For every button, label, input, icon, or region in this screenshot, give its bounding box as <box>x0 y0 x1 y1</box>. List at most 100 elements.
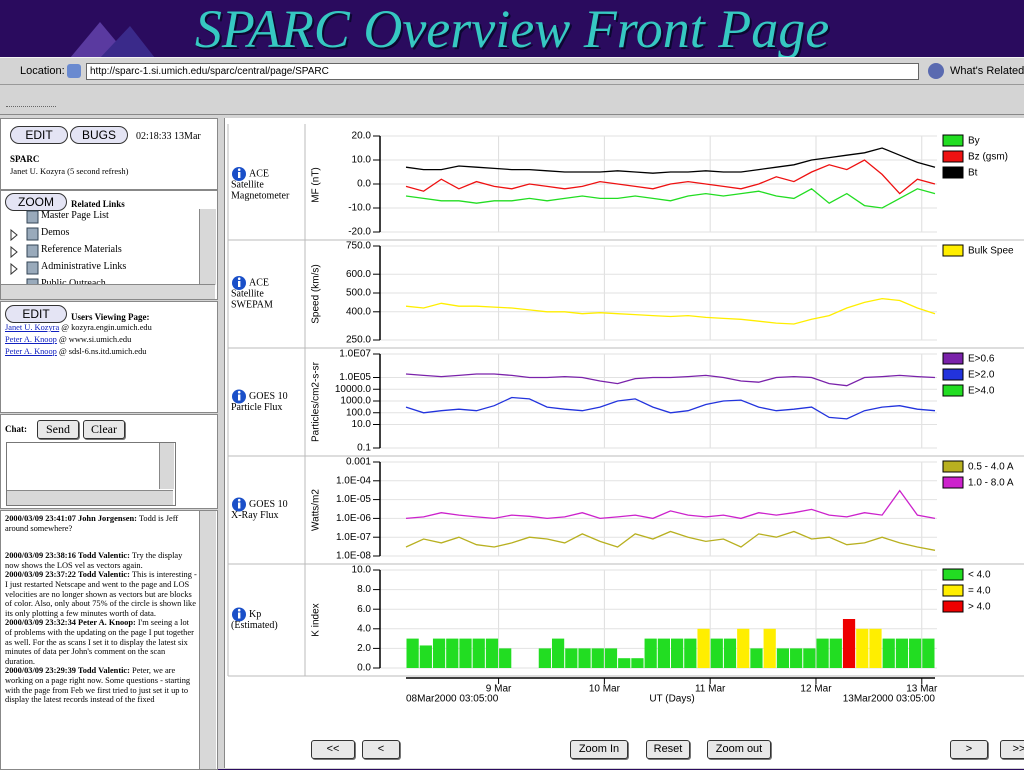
bar <box>829 638 842 668</box>
y-tick-label: -10.0 <box>348 203 371 214</box>
legend-label: E>0.6 <box>968 354 995 365</box>
y-tick-label: 600.0 <box>346 269 371 280</box>
slide-title: SPARC Overview Front Page <box>194 0 830 59</box>
bar <box>578 648 591 668</box>
y-axis-label: MF (nT) <box>311 167 322 203</box>
scrollbar[interactable] <box>199 209 216 285</box>
y-tick-label: 10.0 <box>352 419 372 430</box>
bar <box>882 638 895 668</box>
edit-button[interactable]: EDIT <box>10 126 68 144</box>
bar <box>446 638 459 668</box>
link-item[interactable]: Reference Materials <box>41 244 122 255</box>
toolbar-grip <box>6 106 56 109</box>
toolbar-divider <box>0 114 1024 115</box>
y-axis-label: Particles/cm2-s-sr <box>311 361 322 442</box>
clock: 02:18:33 13Mar <box>136 131 201 142</box>
control-button[interactable]: Reset <box>646 740 690 759</box>
message-text: This is interesting - I just restarted N… <box>5 570 197 618</box>
info-icon-glyph <box>238 394 241 401</box>
control-button[interactable]: > <box>950 740 988 759</box>
bar <box>922 638 935 668</box>
zoom-button[interactable]: ZOOM <box>5 193 67 211</box>
location-icon <box>67 64 81 78</box>
message-header: 2000/03/09 23:38:16 Todd Valentic: <box>5 551 130 561</box>
series-line <box>405 297 936 325</box>
bar <box>697 628 710 668</box>
y-tick-label: 1000.0 <box>340 396 371 407</box>
message: 2000/03/09 23:37:22 Todd Valentic: This … <box>5 570 197 618</box>
series-line <box>405 530 936 551</box>
y-tick-label: 0.0 <box>357 663 371 674</box>
info-icon-glyph <box>237 390 241 394</box>
bar <box>432 638 446 668</box>
y-tick-label: 0.0 <box>357 179 371 190</box>
bar <box>644 638 657 668</box>
x-axis-label: UT (Days) <box>649 694 694 705</box>
panel-label: ACE <box>249 168 269 179</box>
user-name[interactable]: Peter A. Knoop <box>5 335 57 344</box>
users-edit-button[interactable]: EDIT <box>5 305 67 323</box>
user-name[interactable]: Janet U. Kozyra <box>5 323 60 332</box>
link-item[interactable]: Demos <box>41 227 70 238</box>
control-button[interactable]: << <box>311 740 355 759</box>
bar <box>406 638 419 668</box>
message: 2000/03/09 23:32:34 Peter A. Knoop: I'm … <box>5 618 197 666</box>
info-icon-glyph <box>238 172 241 178</box>
send-button[interactable]: Send <box>37 420 79 439</box>
messages-frame: 2000/03/09 23:41:07 John Jorgensen: Todd… <box>0 510 218 770</box>
series-line <box>405 147 936 174</box>
y-tick-label: 2.0 <box>357 643 371 654</box>
bar <box>737 628 750 668</box>
control-button[interactable]: >> <box>1000 740 1024 759</box>
y-tick-label: 1.0E-07 <box>336 532 371 543</box>
bar <box>895 638 909 668</box>
y-tick-label: 750.0 <box>346 241 371 252</box>
bar <box>776 648 790 668</box>
x-start-label: 08Mar2000 03:05:00 <box>406 694 499 705</box>
location-label: Location: <box>20 65 65 77</box>
link-item[interactable]: Public Outreach <box>41 278 106 289</box>
legend-swatch <box>942 166 964 179</box>
link-item[interactable]: Master Page List <box>41 210 109 221</box>
control-button[interactable]: Zoom In <box>570 740 628 759</box>
user-name[interactable]: Peter A. Knoop <box>5 347 57 356</box>
bugs-button[interactable]: BUGS <box>70 126 128 144</box>
legend-swatch <box>942 460 964 473</box>
control-button[interactable]: < <box>362 740 400 759</box>
x-tick-label: 12 Mar <box>800 684 832 695</box>
legend-swatch <box>942 568 964 581</box>
y-tick-label: 10000.0 <box>335 384 372 395</box>
legend-label: 1.0 - 8.0 A <box>968 478 1014 489</box>
link-item[interactable]: Administrative Links <box>41 261 127 272</box>
bar <box>565 648 578 668</box>
info-icon-glyph <box>237 277 241 281</box>
bar <box>790 648 803 668</box>
bar <box>604 648 618 668</box>
users-title: Users Viewing Page: <box>71 312 150 322</box>
scrollbar[interactable] <box>1 284 215 299</box>
scrollbar[interactable] <box>159 443 174 489</box>
control-button[interactable]: Zoom out <box>707 740 771 759</box>
series-line <box>405 159 936 195</box>
info-icon-glyph <box>237 608 241 612</box>
panel-label: ACE <box>249 277 269 288</box>
bar <box>856 628 869 668</box>
y-tick-label: 1.0E-08 <box>336 551 371 562</box>
bar <box>869 628 882 668</box>
bar <box>684 638 697 668</box>
y-tick-label: 100.0 <box>346 407 371 418</box>
legend-label: = 4.0 <box>968 586 991 597</box>
legend-swatch <box>942 600 964 613</box>
clear-button[interactable]: Clear <box>83 420 125 439</box>
y-tick-label: 10.0 <box>352 155 372 166</box>
y-tick-label: 10.0 <box>352 565 372 576</box>
bar <box>618 658 631 668</box>
scrollbar[interactable] <box>199 511 216 769</box>
whats-related[interactable]: What's Related <box>950 65 1024 77</box>
bar <box>763 628 776 668</box>
scrollbar[interactable] <box>7 490 173 505</box>
url-field[interactable]: http://sparc-1.si.umich.edu/sparc/centra… <box>86 63 919 80</box>
chat-label: Chat: <box>5 424 27 434</box>
